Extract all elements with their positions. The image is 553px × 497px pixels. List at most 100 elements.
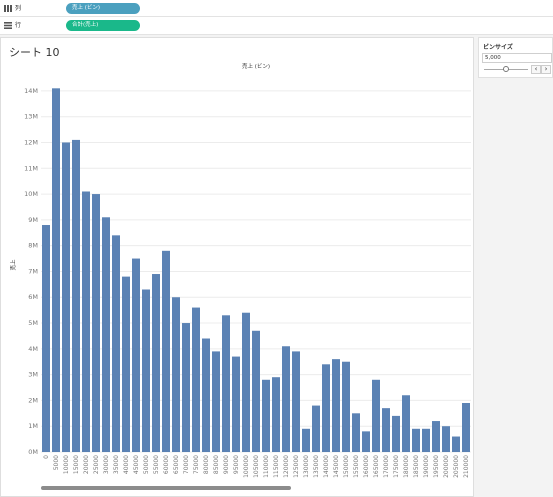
x-tick-label: 120000 (283, 455, 290, 478)
bar[interactable] (352, 413, 360, 452)
bar[interactable] (132, 258, 140, 452)
bar[interactable] (252, 330, 260, 452)
bar[interactable] (162, 250, 170, 452)
bar[interactable] (222, 315, 230, 452)
bar[interactable] (242, 312, 250, 452)
y-tick-label: 5M (28, 319, 38, 327)
x-tick-label: 95000 (233, 455, 240, 474)
y-axis-label: 売上 (9, 259, 17, 271)
x-tick-label: 210000 (463, 455, 470, 478)
rows-shelf: 行 合計(売上) (0, 17, 553, 35)
bar[interactable] (82, 191, 90, 452)
x-tick-label: 115000 (273, 455, 280, 478)
horizontal-scrollbar-thumb[interactable] (41, 486, 291, 490)
bar[interactable] (312, 405, 320, 452)
x-tick-label: 65000 (173, 455, 180, 474)
x-tick-label: 170000 (383, 455, 390, 478)
decrement-button[interactable]: ‹ (531, 65, 541, 74)
bar[interactable] (462, 402, 470, 452)
x-tick-label: 85000 (213, 455, 220, 474)
bar[interactable] (442, 426, 450, 452)
x-tick-label: 20000 (83, 455, 90, 474)
viz-pane: シート 10 売上 (ビン) 売上 0M 1M 2M 3M 4M 5M 6M 7M 8M 9M 10M 1… (0, 37, 474, 497)
histogram-chart[interactable]: 売上 (ビン) 売上 0M 1M 2M 3M 4M 5M 6M 7M 8M 9M 10M 11M 12M 13… (1, 38, 473, 496)
x-tick-label: 205000 (453, 455, 460, 478)
bar[interactable] (392, 415, 400, 452)
bar[interactable] (412, 428, 420, 452)
bar[interactable] (322, 364, 330, 452)
y-tick-label: 2M (28, 396, 38, 404)
y-tick-label: 13M (24, 113, 38, 121)
x-tick-label: 165000 (373, 455, 380, 478)
x-tick-label: 160000 (363, 455, 370, 478)
bar[interactable] (262, 379, 270, 452)
bar[interactable] (152, 274, 160, 452)
y-tick-label: 1M (28, 422, 38, 430)
bar[interactable] (432, 421, 440, 452)
bar[interactable] (52, 88, 60, 452)
y-tick-label: 6M (28, 293, 38, 301)
bin-size-input[interactable]: 5,000 (482, 53, 552, 63)
bar[interactable] (282, 346, 290, 452)
bar[interactable] (272, 377, 280, 452)
x-tick-label: 200000 (443, 455, 450, 478)
y-tick-label: 10M (24, 190, 38, 198)
bar[interactable] (402, 395, 410, 452)
bar[interactable] (452, 436, 460, 452)
bar[interactable] (42, 225, 50, 452)
y-tick-label: 8M (28, 242, 38, 250)
bar[interactable] (102, 217, 110, 452)
bar[interactable] (92, 194, 100, 452)
bin-size-slider-thumb[interactable] (503, 66, 509, 72)
y-tick-label: 14M (24, 87, 38, 95)
bar[interactable] (172, 297, 180, 452)
x-tick-label: 40000 (123, 455, 130, 474)
x-tick-label: 5000 (53, 455, 60, 470)
x-tick-label: 35000 (113, 455, 120, 474)
bar[interactable] (112, 235, 120, 452)
rows-pill[interactable]: 合計(売上) (66, 20, 140, 31)
x-tick-label: 140000 (323, 455, 330, 478)
bar[interactable] (142, 289, 150, 452)
x-tick-label: 50000 (143, 455, 150, 474)
bar[interactable] (62, 142, 70, 452)
x-tick-label: 110000 (263, 455, 270, 478)
x-tick-label: 75000 (193, 455, 200, 474)
chart-title: 売上 (ビン) (242, 62, 270, 70)
bar[interactable] (192, 307, 200, 452)
x-tick-label: 195000 (433, 455, 440, 478)
y-tick-label: 11M (24, 164, 38, 172)
bar[interactable] (372, 379, 380, 452)
x-tick-label: 60000 (163, 455, 170, 474)
y-tick-label: 7M (28, 267, 38, 275)
bar[interactable] (212, 351, 220, 452)
columns-shelf: 列 売上 (ビン) (0, 0, 553, 17)
x-tick-label: 30000 (103, 455, 110, 474)
x-tick-label: 105000 (253, 455, 260, 478)
rows-icon (4, 22, 12, 29)
bar[interactable] (202, 338, 210, 452)
increment-button[interactable]: › (541, 65, 551, 74)
x-tick-label: 80000 (203, 455, 210, 474)
bar[interactable] (422, 428, 430, 452)
x-tick-label: 190000 (423, 455, 430, 478)
bar[interactable] (382, 408, 390, 452)
x-tick-label: 130000 (303, 455, 310, 478)
bar[interactable] (182, 323, 190, 452)
x-tick-label: 45000 (133, 455, 140, 474)
columns-icon (4, 5, 12, 12)
columns-pill[interactable]: 売上 (ビン) (66, 3, 140, 14)
parameter-title: ビンサイズ (483, 44, 513, 51)
bar[interactable] (232, 356, 240, 452)
x-tick-label: 15000 (73, 455, 80, 474)
bin-size-parameter-card: ビンサイズ 5,000 ‹ › (478, 37, 553, 78)
bar[interactable] (72, 139, 80, 452)
x-tick-label: 155000 (353, 455, 360, 478)
x-tick-label: 135000 (313, 455, 320, 478)
bar[interactable] (292, 351, 300, 452)
bar[interactable] (302, 428, 310, 452)
bar[interactable] (342, 361, 350, 452)
bar[interactable] (122, 276, 130, 452)
bar[interactable] (332, 359, 340, 452)
bar[interactable] (362, 431, 370, 452)
